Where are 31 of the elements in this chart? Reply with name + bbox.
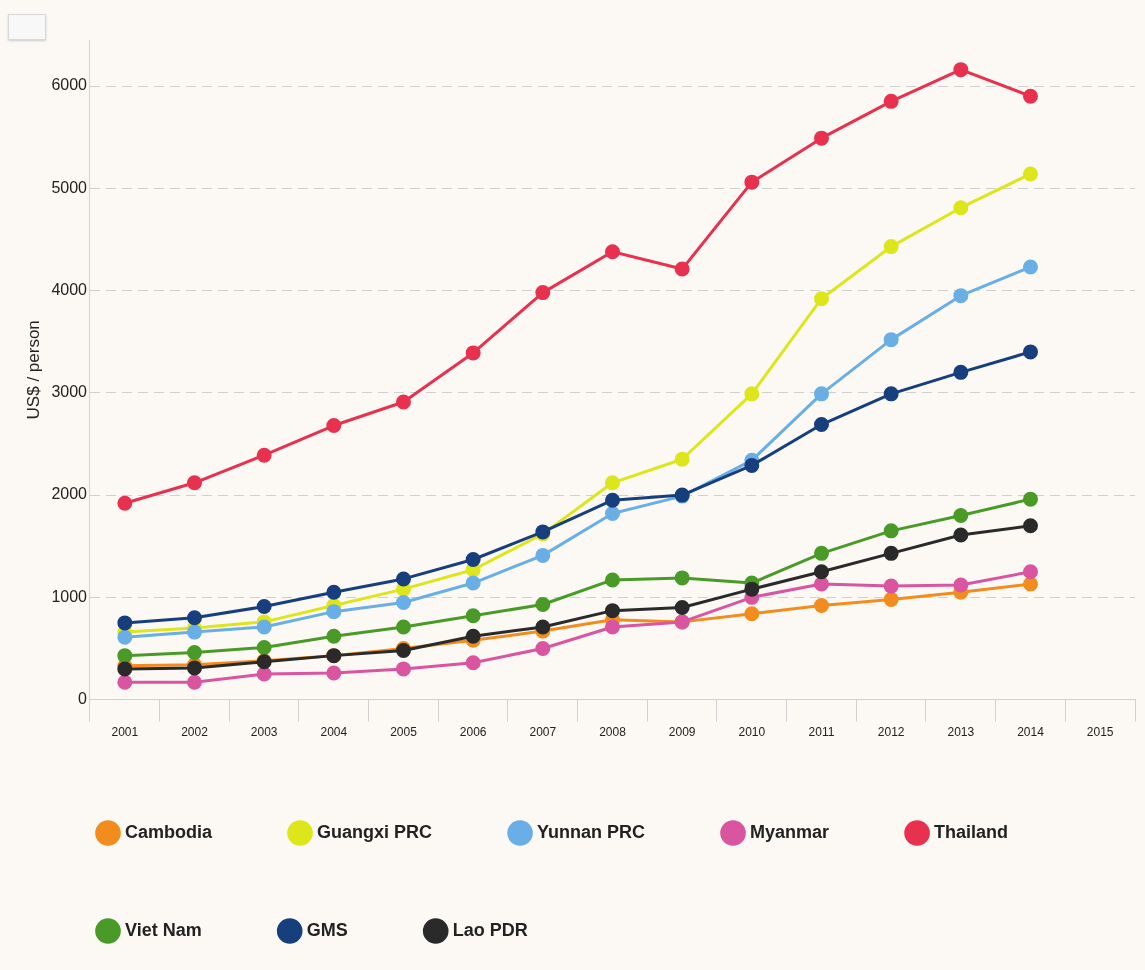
- y-axis-title: US$ / person: [23, 320, 43, 420]
- x-tick-label: 2010: [738, 725, 766, 740]
- x-tick-label: 2009: [668, 725, 696, 740]
- y-tick-label: 2000: [51, 485, 88, 503]
- x-tick-label: 2007: [529, 725, 557, 740]
- x-tick-label: 2004: [320, 725, 348, 740]
- x-tick-label: 2001: [111, 725, 139, 740]
- legend-label: Myanmar: [750, 821, 830, 842]
- y-tick-label: 6000: [51, 76, 88, 94]
- x-tick-label: 2008: [599, 725, 627, 740]
- legend-label: GMS: [306, 919, 348, 940]
- legend-label: Cambodia: [125, 821, 213, 842]
- y-tick-label: 0: [78, 690, 88, 708]
- y-tick-label: 5000: [51, 178, 88, 196]
- x-tick-label: 2011: [808, 725, 835, 740]
- legend-label: Lao PDR: [452, 919, 528, 940]
- x-tick-label: 2006: [459, 725, 487, 740]
- y-tick-label: 1000: [51, 587, 88, 605]
- y-tick-label: 3000: [51, 383, 88, 401]
- legend-label: Guangxi PRC: [317, 821, 433, 842]
- legend-label: Yunnan PRC: [537, 821, 646, 842]
- legend-label: Viet Nam: [125, 919, 202, 940]
- x-tick-label: 2002: [181, 725, 209, 740]
- x-tick-label: 2012: [877, 725, 905, 740]
- x-tick-label: 2015: [1086, 725, 1114, 740]
- x-tick-label: 2014: [1017, 725, 1045, 740]
- x-tick-label: 2005: [390, 725, 418, 740]
- legend-label: Thailand: [934, 821, 1009, 842]
- x-tick-label: 2013: [947, 725, 975, 740]
- x-tick-label: 2003: [250, 725, 278, 740]
- y-tick-label: 4000: [51, 280, 88, 298]
